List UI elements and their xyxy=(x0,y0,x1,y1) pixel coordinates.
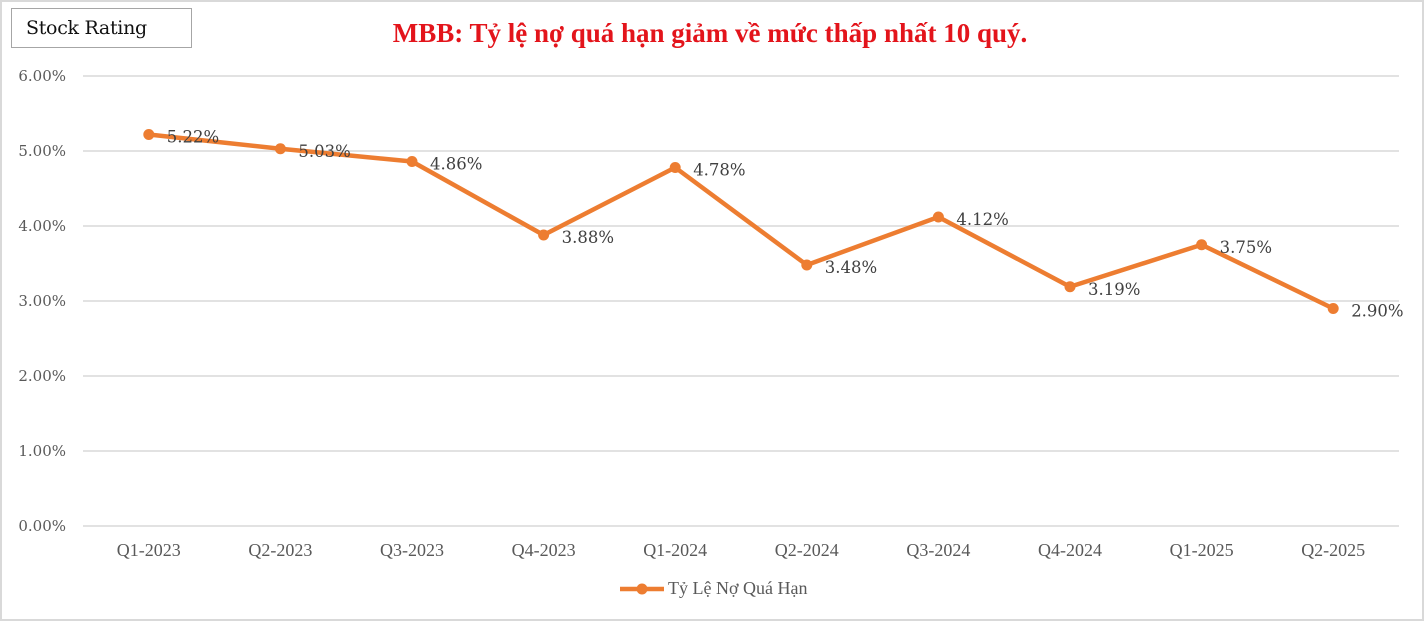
data-label: 3.19% xyxy=(1088,280,1140,299)
data-label: 3.75% xyxy=(1220,238,1272,257)
y-tick-label: 1.00% xyxy=(18,442,66,460)
x-tick-label: Q2-2024 xyxy=(775,540,839,560)
data-label: 5.22% xyxy=(167,128,219,147)
data-label: 4.12% xyxy=(956,210,1008,229)
series-line xyxy=(146,132,1336,311)
data-label: 4.86% xyxy=(430,155,482,174)
legend[interactable]: Tỷ Lệ Nợ Quá Hạn xyxy=(620,578,807,599)
gridlines xyxy=(83,75,1399,527)
stock-rating-badge: Stock Rating xyxy=(11,8,192,48)
data-point[interactable] xyxy=(406,156,418,167)
data-label: 4.78% xyxy=(693,161,745,180)
y-axis-ticks: 0.00% 1.00% 2.00% 3.00% 4.00% 5.00% 6.00% xyxy=(18,67,66,535)
y-tick-label: 5.00% xyxy=(18,142,66,160)
legend-line-marker-icon xyxy=(620,583,664,594)
x-tick-label: Q1-2025 xyxy=(1170,540,1234,560)
x-tick-label: Q4-2024 xyxy=(1038,540,1102,560)
legend-label: Tỷ Lệ Nợ Quá Hạn xyxy=(668,578,808,598)
y-tick-label: 3.00% xyxy=(18,292,66,310)
y-tick-label: 0.00% xyxy=(18,517,66,535)
data-label: 5.03% xyxy=(298,142,350,161)
y-tick-label: 2.00% xyxy=(18,367,66,385)
series-markers xyxy=(143,129,1339,314)
data-point[interactable] xyxy=(1196,239,1208,251)
x-tick-label: Q4-2023 xyxy=(512,540,576,560)
x-tick-label: Q2-2023 xyxy=(248,540,312,560)
data-labels: 5.22% 5.03% 4.86% 3.88% 4.78% 3.48% 4.12% 3.19%… xyxy=(167,128,1404,321)
data-point[interactable] xyxy=(538,229,550,241)
data-point[interactable] xyxy=(274,143,286,155)
data-point[interactable] xyxy=(143,129,155,140)
chart-title: MBB: Tỷ lệ nợ quá hạn giảm về mức thấp n… xyxy=(392,18,1028,48)
data-point[interactable] xyxy=(669,162,681,173)
data-point[interactable] xyxy=(932,211,944,223)
y-tick-label: 6.00% xyxy=(18,67,66,85)
data-point[interactable] xyxy=(1064,281,1076,293)
x-tick-label: Q1-2023 xyxy=(117,540,181,560)
x-tick-label: Q1-2024 xyxy=(643,540,707,560)
data-label: 3.88% xyxy=(562,228,614,247)
data-point[interactable] xyxy=(801,259,813,271)
x-tick-label: Q2-2025 xyxy=(1301,540,1365,560)
x-tick-label: Q3-2023 xyxy=(380,540,444,560)
data-label: 2.90% xyxy=(1351,302,1403,321)
data-label: 3.48% xyxy=(825,258,877,277)
y-tick-label: 4.00% xyxy=(18,217,66,235)
data-point[interactable] xyxy=(1327,303,1339,314)
x-tick-label: Q3-2024 xyxy=(906,540,970,560)
x-axis-ticks: Q1-2023 Q2-2023 Q3-2023 Q4-2023 Q1-2024 Q2-20… xyxy=(117,540,1365,560)
